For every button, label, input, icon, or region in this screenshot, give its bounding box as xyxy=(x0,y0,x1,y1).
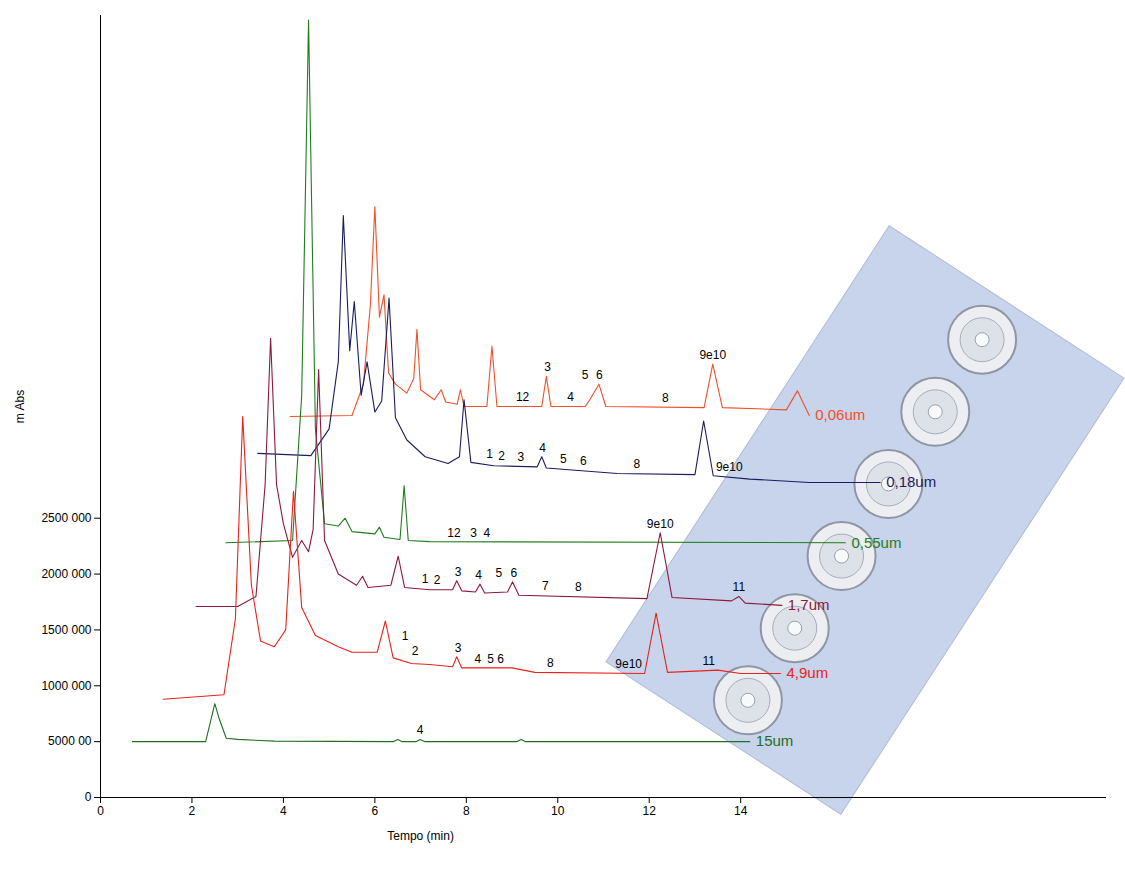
svg-text:6: 6 xyxy=(372,804,379,818)
svg-text:1,7um: 1,7um xyxy=(788,596,830,613)
svg-text:10: 10 xyxy=(551,804,565,818)
svg-text:8: 8 xyxy=(662,391,669,405)
svg-text:5: 5 xyxy=(560,452,567,466)
svg-text:m Abs: m Abs xyxy=(13,390,27,423)
svg-text:4: 4 xyxy=(474,652,481,666)
svg-text:2: 2 xyxy=(189,804,196,818)
svg-text:5000 00: 5000 00 xyxy=(48,734,92,748)
svg-text:11: 11 xyxy=(733,580,746,594)
svg-text:2: 2 xyxy=(412,644,419,658)
svg-text:14: 14 xyxy=(734,804,748,818)
svg-text:7: 7 xyxy=(542,579,549,593)
svg-text:1: 1 xyxy=(402,629,409,643)
svg-text:2: 2 xyxy=(498,449,505,463)
svg-text:1500 000: 1500 000 xyxy=(41,623,91,637)
svg-text:5: 5 xyxy=(582,368,589,382)
svg-text:8: 8 xyxy=(634,457,641,471)
svg-text:12: 12 xyxy=(447,526,461,540)
svg-text:9e10: 9e10 xyxy=(699,348,726,362)
svg-text:4: 4 xyxy=(539,441,546,455)
svg-text:8: 8 xyxy=(463,804,470,818)
svg-text:12: 12 xyxy=(516,390,530,404)
svg-text:9e10: 9e10 xyxy=(716,460,743,474)
svg-text:4,9um: 4,9um xyxy=(786,664,828,681)
svg-text:6: 6 xyxy=(596,368,603,382)
svg-text:0,55um: 0,55um xyxy=(851,534,901,551)
svg-text:Tempo (min): Tempo (min) xyxy=(387,829,454,843)
svg-text:3: 3 xyxy=(470,526,477,540)
svg-text:2000 000: 2000 000 xyxy=(41,567,91,581)
svg-text:0,06um: 0,06um xyxy=(815,406,865,423)
svg-text:5: 5 xyxy=(495,566,502,580)
svg-text:4: 4 xyxy=(484,526,491,540)
svg-text:6: 6 xyxy=(497,652,504,666)
svg-text:3: 3 xyxy=(455,641,462,655)
svg-text:4: 4 xyxy=(475,568,482,582)
svg-text:3: 3 xyxy=(455,565,462,579)
svg-text:5: 5 xyxy=(487,652,494,666)
svg-text:9e10: 9e10 xyxy=(615,657,642,671)
svg-text:1000 000: 1000 000 xyxy=(41,679,91,693)
svg-text:4: 4 xyxy=(567,390,574,404)
svg-text:6: 6 xyxy=(580,454,587,468)
svg-text:3: 3 xyxy=(517,450,524,464)
svg-text:6: 6 xyxy=(511,566,518,580)
svg-text:8: 8 xyxy=(575,580,582,594)
svg-text:15um: 15um xyxy=(756,732,794,749)
svg-text:2500 000: 2500 000 xyxy=(41,511,91,525)
svg-text:8: 8 xyxy=(547,656,554,670)
svg-text:2: 2 xyxy=(434,573,441,587)
svg-text:12: 12 xyxy=(643,804,657,818)
svg-text:0,18um: 0,18um xyxy=(886,473,936,490)
svg-text:0: 0 xyxy=(85,790,92,804)
svg-text:4: 4 xyxy=(280,804,287,818)
svg-text:0: 0 xyxy=(97,804,104,818)
svg-text:1: 1 xyxy=(486,447,493,461)
svg-text:1: 1 xyxy=(422,572,429,586)
svg-text:9e10: 9e10 xyxy=(647,517,674,531)
svg-text:3: 3 xyxy=(544,360,551,374)
svg-text:4: 4 xyxy=(417,723,424,737)
svg-text:11: 11 xyxy=(702,654,715,668)
